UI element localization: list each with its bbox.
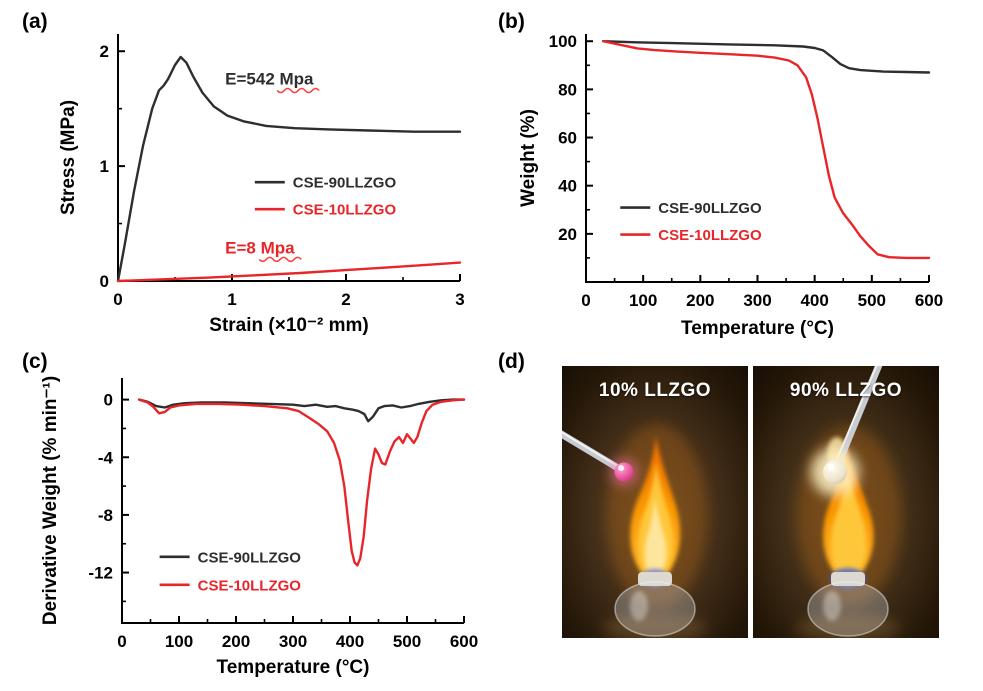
svg-text:40: 40 <box>558 177 577 196</box>
svg-text:100: 100 <box>165 632 193 651</box>
svg-text:Temperature (°C): Temperature (°C) <box>681 318 834 339</box>
svg-text:80: 80 <box>558 80 577 99</box>
svg-text:100: 100 <box>629 291 657 310</box>
glass-rod <box>562 430 622 472</box>
svg-text:0: 0 <box>100 272 109 291</box>
svg-text:-12: -12 <box>88 564 113 583</box>
svg-text:E=542 Mpa: E=542 Mpa <box>225 70 314 89</box>
svg-text:600: 600 <box>450 632 478 651</box>
svg-text:300: 300 <box>279 632 307 651</box>
sample-pellet-10pct <box>614 462 634 482</box>
svg-text:2: 2 <box>100 42 109 61</box>
svg-text:200: 200 <box>222 632 250 651</box>
svg-text:-8: -8 <box>98 506 113 525</box>
svg-text:Stress (MPa): Stress (MPa) <box>58 100 79 215</box>
photo-label-90pct: 90% LLZGO <box>789 380 903 401</box>
svg-text:0: 0 <box>117 632 126 651</box>
sample-highlight <box>827 463 835 471</box>
sample-pellet-90pct <box>823 460 847 484</box>
svg-text:CSE-10LLZGO: CSE-10LLZGO <box>198 577 302 594</box>
svg-text:-4: -4 <box>98 448 114 467</box>
svg-text:CSE-90LLZGO: CSE-90LLZGO <box>658 200 762 217</box>
table-glow <box>603 614 707 638</box>
svg-text:0: 0 <box>581 291 590 310</box>
svg-text:600: 600 <box>915 291 943 310</box>
svg-text:CSE-10LLZGO: CSE-10LLZGO <box>658 227 762 244</box>
svg-text:500: 500 <box>858 291 886 310</box>
svg-text:1: 1 <box>100 157 109 176</box>
svg-text:CSE-10LLZGO: CSE-10LLZGO <box>293 202 397 219</box>
photo-10pct-llzgo: 10% LLZGO <box>562 366 748 638</box>
svg-text:Strain (×10⁻² mm): Strain (×10⁻² mm) <box>209 315 368 336</box>
glass-rod-highlight <box>836 366 878 460</box>
flame-test-photo-10-image <box>562 366 748 638</box>
table-glow <box>796 614 900 638</box>
svg-text:1: 1 <box>227 290 236 309</box>
photo-90pct-llzgo: 90% LLZGO <box>753 366 939 638</box>
panel-label-d: (d) <box>498 350 525 373</box>
svg-text:3: 3 <box>455 290 464 309</box>
glass-highlight <box>823 591 841 621</box>
glass-rod-highlight <box>562 431 617 466</box>
dtg-derivative-weight-chart: 0 100 200 300 400 500 600 0 -4 -8 -12 CSE-90LLZGO CS… <box>40 376 478 678</box>
flame-core <box>644 496 667 582</box>
panel-label-a: (a) <box>22 10 48 33</box>
svg-text:300: 300 <box>743 291 771 310</box>
svg-text:400: 400 <box>336 632 364 651</box>
photo-label-10pct: 10% LLZGO <box>598 380 712 401</box>
svg-text:200: 200 <box>686 291 714 310</box>
svg-text:Derivative Weight (% min⁻¹): Derivative Weight (% min⁻¹) <box>40 376 61 625</box>
svg-text:2: 2 <box>341 290 350 309</box>
svg-text:Temperature (°C): Temperature (°C) <box>217 657 370 678</box>
flame-test-photo-90-image <box>753 366 939 638</box>
svg-text:500: 500 <box>393 632 421 651</box>
svg-text:60: 60 <box>558 129 577 148</box>
svg-text:20: 20 <box>558 225 577 244</box>
panel-label-b: (b) <box>498 10 525 33</box>
svg-text:CSE-90LLZGO: CSE-90LLZGO <box>198 549 302 566</box>
stress-strain-chart: 0 1 2 3 0 1 2 CSE-90LLZGO CSE-10LLZGO E=542 Mpa E=… <box>58 34 465 336</box>
svg-text:0: 0 <box>113 290 122 309</box>
flame-mid <box>831 464 867 584</box>
svg-text:100: 100 <box>549 32 577 51</box>
svg-text:Weight (%): Weight (%) <box>518 109 539 207</box>
panel-label-c: (c) <box>22 350 48 373</box>
sample-highlight <box>618 465 624 471</box>
svg-text:400: 400 <box>800 291 828 310</box>
svg-text:E=8 Mpa: E=8 Mpa <box>225 238 295 257</box>
svg-text:CSE-90LLZGO: CSE-90LLZGO <box>293 175 397 192</box>
glass-highlight <box>630 591 648 621</box>
svg-text:0: 0 <box>104 391 113 410</box>
tga-weight-chart: 0 100 200 300 400 500 600 20 40 60 80 100 CSE-90LLZG… <box>518 32 943 339</box>
glass-rod <box>835 366 883 466</box>
flame-test-photos: 10% LLZGO <box>562 366 939 638</box>
